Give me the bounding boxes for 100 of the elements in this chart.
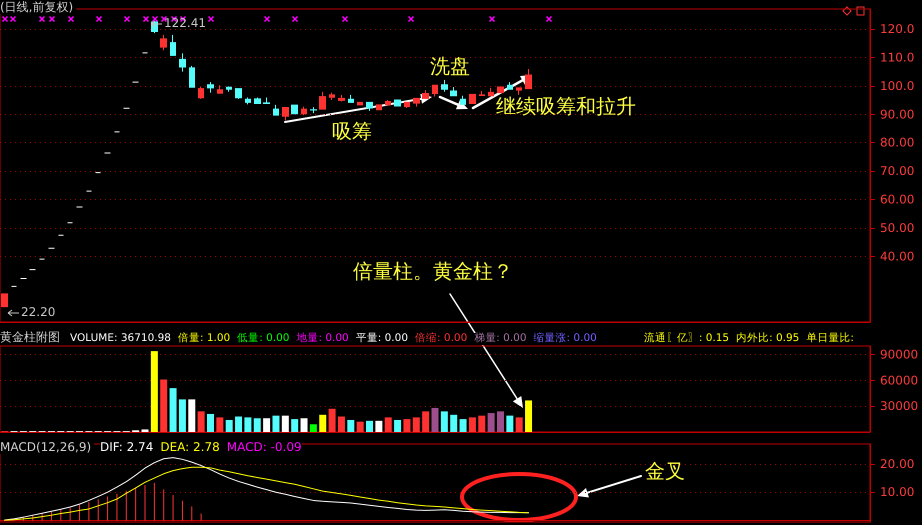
bar bbox=[328, 408, 336, 432]
y-tick-label: 40.00 bbox=[880, 250, 914, 264]
annotation: DEA: 2.78 bbox=[160, 440, 220, 454]
candlestick bbox=[217, 84, 223, 94]
y-tick-label: 100.0 bbox=[880, 78, 914, 93]
text: 单日量比: bbox=[806, 332, 854, 345]
bar bbox=[432, 408, 438, 432]
bar bbox=[206, 414, 214, 432]
text: VOLUME: 36710.98 bbox=[70, 332, 171, 345]
candlestick bbox=[385, 100, 391, 106]
y-tick-label: 30000 bbox=[880, 399, 918, 414]
bar bbox=[198, 411, 205, 432]
bar bbox=[142, 429, 148, 432]
text: 倍量: 1.00 bbox=[178, 332, 230, 345]
bar bbox=[496, 411, 504, 432]
bar bbox=[488, 413, 495, 432]
y-tick-label: 20.00 bbox=[880, 456, 914, 471]
bar bbox=[216, 417, 224, 432]
candlestick bbox=[516, 87, 522, 96]
bar bbox=[160, 380, 168, 432]
y-tick-label: 90000 bbox=[880, 348, 918, 362]
candlestick bbox=[348, 94, 354, 103]
candlestick bbox=[189, 65, 195, 88]
candlestick bbox=[479, 90, 485, 96]
candlestick bbox=[235, 88, 242, 100]
y-tick-label: 120.0 bbox=[880, 22, 914, 36]
candlestick bbox=[376, 104, 382, 110]
candlestick bbox=[422, 90, 429, 99]
candlestick bbox=[282, 106, 289, 122]
y-tick-label: 70.00 bbox=[880, 164, 914, 178]
candlestick bbox=[357, 102, 363, 106]
text: 缩量涨: 0.00 bbox=[534, 332, 597, 345]
bar bbox=[291, 419, 298, 432]
y-tick-label: 60.00 bbox=[880, 192, 914, 207]
candlestick bbox=[404, 102, 410, 109]
bar bbox=[170, 388, 177, 432]
candlestick bbox=[338, 94, 345, 102]
bar bbox=[226, 420, 233, 432]
chart-title: MACD(12,26,9) bbox=[0, 440, 92, 454]
candlestick bbox=[291, 104, 298, 114]
bar bbox=[310, 424, 317, 432]
bar bbox=[525, 400, 532, 432]
candlestick bbox=[413, 98, 420, 108]
bar bbox=[403, 419, 410, 432]
bar bbox=[460, 419, 467, 432]
candlestick bbox=[310, 106, 317, 114]
bar bbox=[150, 351, 158, 432]
annotation: 洗盘 bbox=[430, 54, 470, 78]
bar bbox=[516, 417, 523, 432]
candlestick bbox=[273, 104, 279, 116]
text: 梯量: 0.00 bbox=[474, 332, 527, 345]
bar bbox=[394, 420, 402, 432]
candlestick bbox=[226, 86, 232, 92]
candlestick bbox=[441, 79, 448, 92]
bar bbox=[319, 414, 326, 432]
candlestick bbox=[198, 86, 204, 100]
candlestick bbox=[179, 52, 186, 72]
candlestick bbox=[497, 86, 504, 94]
bar bbox=[272, 416, 280, 432]
y-tick-label: 60000 bbox=[880, 373, 918, 388]
bar bbox=[366, 420, 374, 432]
candlestick bbox=[170, 34, 176, 56]
candlestick bbox=[254, 96, 261, 104]
bar bbox=[347, 420, 354, 432]
bar bbox=[338, 416, 345, 432]
bar bbox=[422, 411, 430, 432]
bar bbox=[244, 417, 252, 432]
candlestick bbox=[525, 68, 532, 90]
candlestick bbox=[245, 96, 251, 105]
candlestick bbox=[394, 100, 401, 107]
bar bbox=[450, 414, 458, 432]
bar bbox=[412, 417, 420, 432]
bar bbox=[478, 416, 486, 432]
text: 内外比: 0.95 bbox=[736, 332, 800, 345]
candlestick bbox=[319, 91, 326, 110]
bar bbox=[282, 416, 289, 432]
candlestick bbox=[469, 94, 476, 104]
text: 平量: 0.00 bbox=[356, 332, 408, 345]
bar bbox=[263, 418, 270, 432]
y-tick-label: 110.0 bbox=[880, 50, 914, 64]
annotation: 继续吸筹和拉升 bbox=[496, 94, 636, 118]
bar bbox=[468, 417, 476, 432]
bar bbox=[235, 416, 242, 432]
annotation: 吸筹 bbox=[332, 119, 372, 143]
candlestick bbox=[450, 86, 457, 96]
bar bbox=[440, 411, 448, 432]
y-tick-label: 90.00 bbox=[880, 107, 914, 122]
candlestick bbox=[160, 34, 167, 51]
y-tick-label: 50.00 bbox=[880, 221, 914, 236]
candlestick bbox=[488, 87, 494, 96]
annotation: 金叉 bbox=[645, 459, 685, 483]
y-tick-label: 80.00 bbox=[880, 136, 914, 150]
bar bbox=[384, 417, 392, 432]
bar bbox=[506, 416, 514, 432]
text: 倍缩: 0.00 bbox=[415, 332, 468, 345]
bar bbox=[300, 418, 308, 432]
candlestick bbox=[366, 102, 373, 112]
bar bbox=[178, 399, 186, 432]
annotation: DIF: 2.74 bbox=[100, 440, 154, 454]
annotation: 倍量柱。黄金柱？ bbox=[353, 259, 513, 283]
